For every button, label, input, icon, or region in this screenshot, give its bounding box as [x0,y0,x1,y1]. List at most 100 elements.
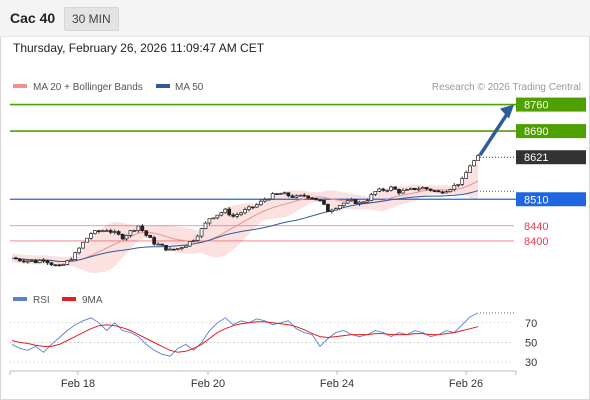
candle-body [140,225,145,232]
candle-body [258,200,263,206]
candle-body [357,201,362,205]
candle-body [77,247,81,254]
candle-body [49,262,54,266]
candle-body [464,172,469,179]
candle-body [468,165,472,173]
candle-body [302,194,307,197]
candle-body [219,212,224,216]
candle-body [187,241,192,247]
candle-body [412,187,417,190]
candle-body [266,198,271,201]
candle-body [61,264,66,266]
candle-body [274,193,279,195]
candle-body [160,243,164,246]
candle-body [254,204,259,208]
candle-body [262,199,267,202]
moving-averages [11,180,479,262]
chart-datetime: Thursday, February 26, 2026 11:09:47 AM … [13,41,265,55]
candle-body [37,259,42,264]
candle-body [377,188,382,192]
candle-body [385,189,390,192]
candle-body [330,209,334,213]
candle-body [270,193,275,200]
candle-body [432,190,437,192]
candle-body [227,208,232,216]
candle-body [128,230,133,236]
rsi-9ma-line [11,321,479,353]
candle-body [353,199,358,205]
candle-body [420,187,425,190]
candle-body [156,243,160,246]
candle-body [21,260,26,263]
candle-body [144,230,149,236]
candles [14,154,480,267]
x-tick-label: Feb 26 [449,378,483,390]
candle-body [29,260,34,262]
candle-body [278,193,283,195]
candle-body [195,235,200,241]
candle-body [310,197,314,200]
instrument-title: Cac 40 [10,10,56,26]
candle-body [148,235,153,238]
candle-body [243,209,247,214]
legend-label-9ma: 9MA [82,295,103,306]
ma20-line [11,180,479,262]
candle-body [81,241,85,249]
candle-body [25,260,30,263]
legend-swatch-ma20 [13,84,27,88]
candle-body [239,212,243,215]
candle-body [132,230,137,232]
candle-body [361,201,366,204]
candle-body [207,218,212,224]
timeframe-button[interactable]: 30 MIN [64,7,119,31]
level-label-resistance: 8760 [524,100,548,112]
candle-body [393,186,397,190]
candle-body [365,200,370,203]
candle-body [337,205,342,209]
candle-body [120,233,125,240]
candle-body [223,208,228,214]
level-tag-resistance [516,97,586,112]
candle-body [215,214,220,219]
candle-body [405,189,409,191]
level-tag-pivot [516,192,586,207]
price-levels [10,103,586,242]
candle-body [93,230,97,235]
candle-body [409,187,413,190]
x-tick-label: Feb 20 [191,378,225,390]
candle-body [53,264,58,267]
candle-body [472,160,476,167]
candle-body [251,206,255,209]
candle-body [373,191,378,195]
candle-body [168,248,172,251]
candle-body [381,188,386,191]
candle-body [41,259,46,262]
level-labels: 8760 8690 8621 8510 8440 8400 [516,97,586,248]
projection [478,104,514,157]
candle-body [448,189,453,193]
bollinger-band-area [12,161,478,273]
legend-label-ma50: MA 50 [175,82,204,93]
candle-body [85,237,89,243]
level-label-resistance: 8690 [524,126,548,138]
candle-body [452,185,457,190]
candle-body [322,199,326,205]
candle-body [389,186,393,191]
candle-body [401,189,405,194]
candle-body [460,178,465,185]
candle-body [290,195,295,198]
x-tick-label: Feb 24 [320,378,354,390]
level-label-support: 8400 [524,236,548,248]
candle-body [57,264,62,267]
chart-credit: Research © 2026 Trading Central [432,82,581,93]
candle-body [203,222,208,229]
candle-body [176,248,180,250]
header-bar: Cac 40 30 MIN [0,0,590,37]
candle-body [428,188,433,191]
candle-body [476,155,480,162]
rsi-panel: 70 50 30 [10,312,537,369]
candle-body [136,225,141,231]
candle-body [397,189,401,194]
candle-body [89,233,93,239]
candle-body [318,199,322,202]
